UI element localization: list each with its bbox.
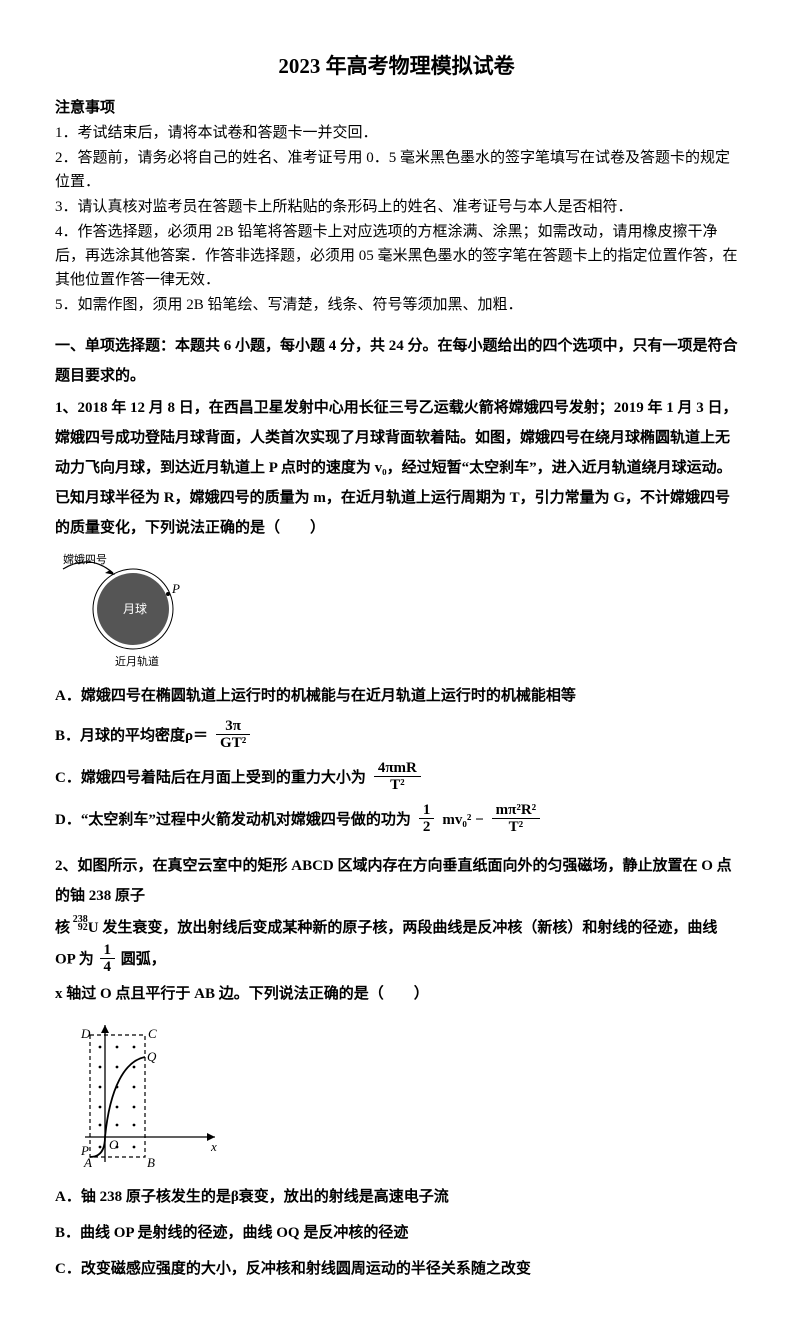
q1-option-d: D．“太空刹车”过程中火箭发动机对嫦娥四号做的功为 1 2 mv₀² − mπ²… — [55, 803, 738, 837]
q1-fig-moon-label: 月球 — [123, 602, 147, 616]
notice-3: 3．请认真核对监考员在答题卡上所粘贴的条形码上的姓名、准考证号与本人是否相符． — [55, 195, 738, 219]
q1-optD-frac2: mπ²R² T² — [492, 802, 541, 836]
q1-optD-t2-den: T² — [492, 819, 541, 836]
section-1: 一、单项选择题：本题共 6 小题，每小题 4 分，共 24 分。在每小题给出的四… — [55, 331, 738, 837]
nuclide-z: 92 — [78, 918, 88, 938]
q1-option-a: A．嫦娥四号在椭圆轨道上运行时的机械能与在近月轨道上运行时的机械能相等 — [55, 681, 738, 711]
q2-D: D — [80, 1026, 91, 1041]
notice-1: 1．考试结束后，请将本试卷和答题卡一并交回． — [55, 121, 738, 145]
q2-B: B — [147, 1155, 155, 1170]
q1-optD-t2-num: mπ²R² — [492, 802, 541, 820]
q1-fig-sat-label: 嫦娥四号 — [63, 552, 107, 566]
q2-option-b: B．曲线 OP 是射线的径迹，曲线 OQ 是反冲核的径迹 — [55, 1218, 738, 1248]
q1-optD-pre: D．“太空刹车”过程中火箭发动机对嫦娥四号做的功为 — [55, 808, 411, 832]
section-1-intro: 一、单项选择题：本题共 6 小题，每小题 4 分，共 24 分。在每小题给出的四… — [55, 331, 738, 391]
q2-stem-b-pre: 核 — [55, 920, 74, 936]
q2-stem-b: 核 23892U 发生衰变，放出射线后变成某种新的原子核，两段曲线是反冲核（新核… — [55, 913, 738, 977]
q2-stem-b-tail: 圆弧， — [117, 951, 166, 967]
page-title: 2023 年高考物理模拟试卷 — [55, 50, 738, 84]
q2-C: C — [148, 1026, 157, 1041]
notice-4: 4．作答选择题，必须用 2B 铅笔将答题卡上对应选项的方框涂满、涂黑；如需改动，… — [55, 220, 738, 292]
q2-figure: D C A B O Q P x — [55, 1017, 738, 1172]
q1-optC-den: T² — [374, 777, 421, 794]
q2-x: x — [210, 1139, 217, 1154]
instructions-block: 注意事项 1．考试结束后，请将本试卷和答题卡一并交回． 2．答题前，请务必将自己… — [55, 96, 738, 317]
q2-stem-c: x 轴过 O 点且平行于 AB 边。下列说法正确的是（ ） — [55, 979, 738, 1009]
q1-optD-t1-num: 1 — [419, 802, 435, 820]
q2-Q: Q — [147, 1049, 157, 1064]
q1-fig-p-label: P — [171, 581, 180, 596]
notice-5: 5．如需作图，须用 2B 铅笔绘、写清楚，线条、符号等须加黑、加粗． — [55, 293, 738, 317]
nuclide-icon: 23892 — [74, 916, 88, 934]
q2-block: 2、如图所示，在真空云室中的矩形 ABCD 区域内存在方向垂直纸面向外的匀强磁场… — [55, 851, 738, 1284]
q1-optD-frac1: 1 2 — [419, 802, 435, 836]
q1-stem: 1、2018 年 12 月 8 日，在西昌卫星发射中心用长征三号乙运载火箭将嫦娥… — [55, 393, 738, 543]
q2-P: P — [80, 1143, 89, 1158]
q2-frac-den: 4 — [100, 959, 116, 976]
q1-optB-num: 3π — [216, 718, 250, 736]
notice-2: 2．答题前，请务必将自己的姓名、准考证号用 0．5 毫米黑色墨水的签字笔填写在试… — [55, 146, 738, 194]
q1-optC-frac: 4πmR T² — [374, 760, 421, 794]
q1-optC-pre: C．嫦娥四号着陆后在月面上受到的重力大小为 — [55, 766, 366, 790]
q1-optB-den: GT² — [216, 735, 250, 752]
q1-optB-frac: 3π GT² — [216, 718, 250, 752]
notice-label: 注意事项 — [55, 96, 738, 120]
q1-option-c: C．嫦娥四号着陆后在月面上受到的重力大小为 4πmR T² — [55, 761, 738, 795]
q2-stem-a: 2、如图所示，在真空云室中的矩形 ABCD 区域内存在方向垂直纸面向外的匀强磁场… — [55, 851, 738, 911]
q2-frac-num: 1 — [100, 942, 116, 960]
q1-optD-t1-den: 2 — [419, 819, 435, 836]
q2-stem-frac: 1 4 — [100, 942, 116, 976]
q2-option-c: C．改变磁感应强度的大小，反冲核和射线圆周运动的半径关系随之改变 — [55, 1254, 738, 1284]
q1-optC-num: 4πmR — [374, 760, 421, 778]
q1-optB-pre: B．月球的平均密度ρ＝ — [55, 724, 208, 748]
q2-option-a: A．铀 238 原子核发生的是β衰变，放出的射线是高速电子流 — [55, 1182, 738, 1212]
q1-fig-orbit-label: 近月轨道 — [115, 654, 159, 668]
q2-O: O — [109, 1137, 119, 1152]
q1-optD-mid: mv₀² − — [442, 808, 483, 832]
q1-option-b: B．月球的平均密度ρ＝ 3π GT² — [55, 719, 738, 753]
q1-figure: 嫦娥四号 月球 P 近月轨道 — [55, 551, 738, 671]
